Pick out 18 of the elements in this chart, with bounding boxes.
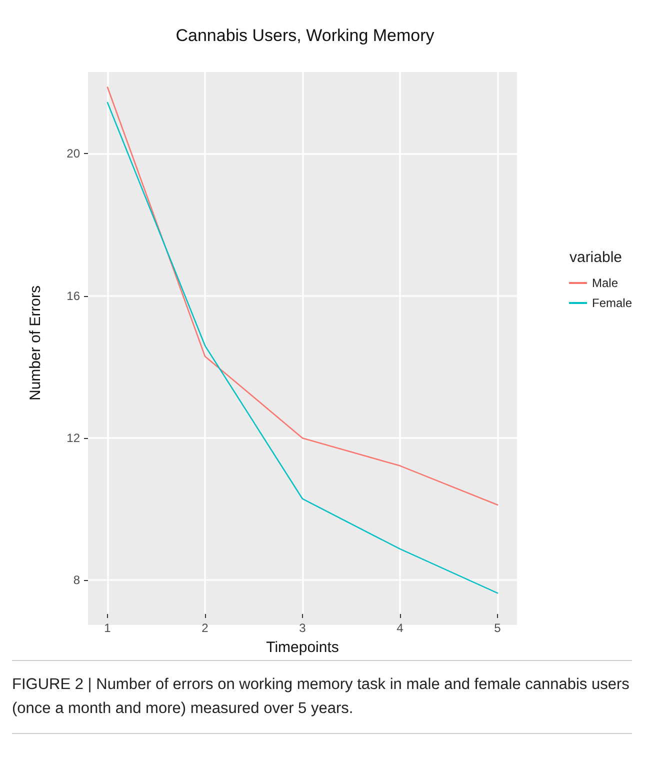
legend-label: Male [592, 276, 618, 290]
x-tick-label: 4 [396, 621, 404, 635]
y-axis-title: Number of Errors [27, 285, 44, 401]
y-tick-label: 20 [66, 146, 80, 161]
chart-title: Cannabis Users, Working Memory [176, 26, 435, 45]
x-axis-title: Timepoints [266, 639, 339, 656]
line-series [106, 86, 498, 506]
x-tick-label: 1 [104, 621, 112, 635]
legend-title: variable [569, 249, 622, 266]
x-tick-label: 3 [299, 621, 306, 635]
y-tick-label: 16 [66, 288, 80, 303]
y-tick-label: 12 [66, 431, 80, 446]
y-tick-label: 8 [73, 573, 80, 588]
line-series [106, 102, 498, 594]
legend-label: Female [592, 296, 632, 310]
x-tick-label: 5 [494, 621, 502, 635]
x-tick-label: 2 [202, 621, 209, 635]
caption: FIGURE 2 | Number of errors on working memory task in male and female cannabis users (once a month and more) measured over 5 years. [12, 675, 630, 719]
